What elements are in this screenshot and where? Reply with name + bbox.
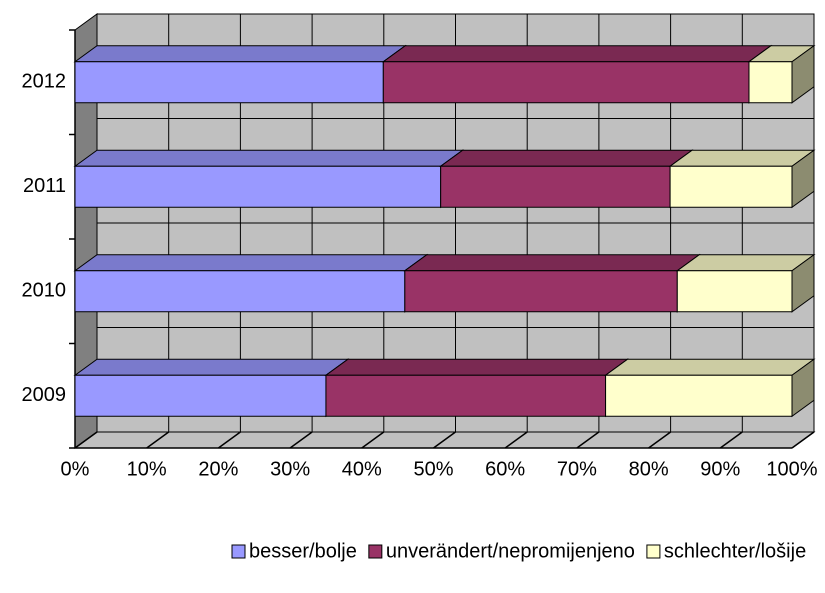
bar-front <box>74 61 384 104</box>
x-tick <box>719 431 743 449</box>
legend-label: besser/bolje <box>249 540 357 562</box>
bar <box>675 253 816 313</box>
bar-top <box>73 358 350 376</box>
bar-front <box>669 165 793 208</box>
bar <box>73 253 429 313</box>
x-tick <box>791 431 815 449</box>
bar <box>403 253 701 313</box>
bar-front <box>382 61 750 104</box>
y-tick-label: 2011 <box>23 175 66 197</box>
bar <box>324 358 630 418</box>
x-tick-label: 60% <box>485 458 525 480</box>
bar-top <box>403 254 701 272</box>
x-tick <box>576 431 600 449</box>
y-tick-label: 2012 <box>22 71 67 93</box>
bar-front <box>74 165 442 208</box>
bar <box>747 44 816 104</box>
x-tick <box>648 431 672 449</box>
bar-front <box>748 61 793 104</box>
y-tick-label: 2009 <box>22 384 67 406</box>
x-tick-label: 10% <box>127 458 167 480</box>
legend-swatch <box>646 544 661 559</box>
bar-front <box>325 374 607 417</box>
x-tick-label: 100% <box>766 458 817 480</box>
bar-front <box>676 270 793 313</box>
x-tick-label: 70% <box>557 458 597 480</box>
x-tick-label: 30% <box>270 458 310 480</box>
bar-top <box>324 358 630 376</box>
x-tick-label: 40% <box>342 458 382 480</box>
x-tick <box>217 431 241 449</box>
bar-front <box>74 270 406 313</box>
bar <box>604 358 816 418</box>
x-tick-label: 90% <box>700 458 740 480</box>
bar <box>439 149 694 209</box>
x-tick <box>289 431 313 449</box>
x-tick-label: 0% <box>61 458 90 480</box>
bar <box>73 149 465 209</box>
x-tick <box>146 431 170 449</box>
y-tick-label: 2010 <box>22 280 67 302</box>
bar-top <box>381 45 773 63</box>
bar-top <box>604 358 816 376</box>
x-tick <box>433 431 456 449</box>
bar-top <box>73 45 407 63</box>
legend-label: unverändert/nepromijenjeno <box>386 540 635 562</box>
x-tick <box>504 431 528 449</box>
x-tick-label: 20% <box>198 458 238 480</box>
bar <box>73 44 407 104</box>
bar-top <box>73 149 465 167</box>
x-tick <box>74 431 98 449</box>
bar-front <box>440 165 671 208</box>
bar <box>668 149 816 209</box>
legend-swatch <box>368 544 383 559</box>
bar <box>381 44 773 104</box>
legend-swatch <box>231 544 246 559</box>
bar-front <box>404 270 678 313</box>
x-tick-label: 80% <box>629 458 669 480</box>
bar <box>73 358 350 418</box>
bar-top <box>675 254 816 272</box>
bar-top <box>668 149 816 167</box>
legend-label: schlechter/lošije <box>664 540 806 562</box>
x-tick <box>361 431 385 449</box>
bar-top <box>439 149 694 167</box>
bar-front <box>74 374 327 417</box>
bar-front <box>605 374 793 417</box>
bar-top <box>73 254 429 272</box>
x-tick-label: 50% <box>413 458 453 480</box>
